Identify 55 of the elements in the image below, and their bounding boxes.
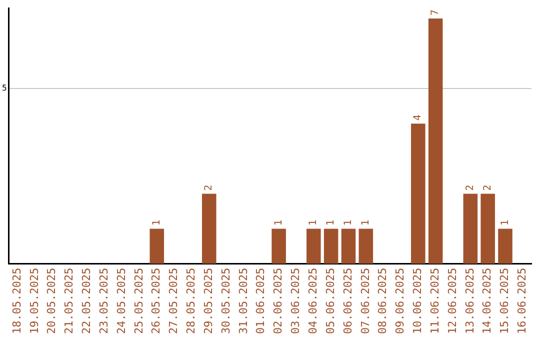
- data-label: 2: [482, 184, 494, 191]
- x-tick-label: 19.05.2025: [28, 268, 41, 334]
- bar: [498, 228, 512, 264]
- bar: [411, 124, 426, 264]
- x-tick-label: 24.05.2025: [114, 268, 128, 334]
- x-tick-label: 23.05.2025: [97, 268, 110, 334]
- x-tick-label: 22.05.2025: [80, 268, 94, 334]
- data-label: 1: [343, 220, 354, 226]
- data-label: 2: [204, 184, 215, 191]
- x-tick-label: 03.06.2025: [289, 268, 302, 334]
- x-tick-label: 05.06.2025: [324, 268, 337, 334]
- x-tick-label: 08.06.2025: [376, 268, 390, 334]
- bar: [480, 194, 495, 264]
- x-tick-label: 15.06.2025: [498, 268, 512, 334]
- data-label: 4: [412, 114, 424, 121]
- bar: [358, 228, 374, 264]
- data-label: 7: [430, 9, 442, 16]
- x-tick-label: 20.05.2025: [45, 268, 58, 334]
- data-label: 1: [500, 220, 511, 226]
- x-tick-label: 13.06.2025: [463, 268, 476, 334]
- x-tick-label: 09.06.2025: [394, 268, 407, 334]
- bar: [272, 228, 286, 264]
- x-tick-label: 25.05.2025: [132, 268, 146, 334]
- x-tick-label: 29.05.2025: [202, 268, 215, 334]
- y-tick-label: 5: [2, 84, 7, 93]
- data-label: 1: [308, 220, 320, 226]
- x-tick-label: 28.05.2025: [184, 268, 198, 334]
- x-tick-label: 31.05.2025: [236, 268, 250, 334]
- bar: [428, 18, 443, 264]
- data-label: 2: [465, 184, 476, 191]
- x-tick-label: 06.06.2025: [341, 268, 354, 334]
- x-tick-label: 26.05.2025: [150, 268, 163, 334]
- data-label: 1: [151, 220, 162, 226]
- x-tick-label: 04.06.2025: [306, 268, 320, 334]
- data-label: 1: [326, 220, 337, 226]
- x-tick-label: 07.06.2025: [358, 268, 372, 334]
- bar: [341, 228, 356, 264]
- data-label: 1: [360, 220, 372, 226]
- x-tick-label: 02.06.2025: [272, 268, 285, 334]
- x-tick-label: 12.06.2025: [446, 268, 459, 334]
- x-tick-label: 18.05.2025: [10, 268, 24, 334]
- bar: [463, 194, 478, 264]
- x-tick-label: 21.05.2025: [62, 268, 76, 334]
- x-tick-label: 10.06.2025: [411, 268, 424, 334]
- bar: [150, 228, 164, 264]
- x-tick-label: 27.05.2025: [167, 268, 180, 334]
- bar: [324, 228, 338, 264]
- x-tick-label: 16.06.2025: [516, 268, 529, 334]
- x-tick-label: 14.06.2025: [480, 268, 494, 334]
- bar: [306, 228, 321, 264]
- bar: [202, 194, 216, 264]
- data-label: 1: [273, 220, 284, 226]
- x-tick-label: 01.06.2025: [254, 268, 268, 334]
- x-tick-label: 30.05.2025: [219, 268, 232, 334]
- x-tick-label: 11.06.2025: [428, 268, 442, 334]
